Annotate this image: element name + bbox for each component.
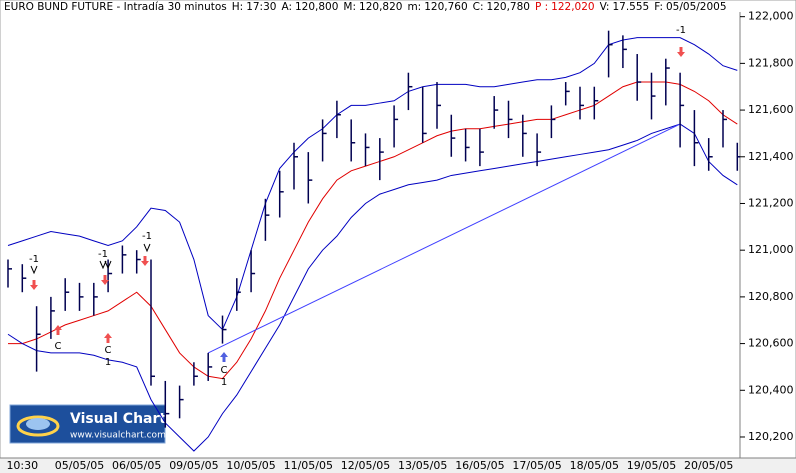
x-tick-label: 10/05/05 bbox=[226, 459, 275, 472]
info-label: F: bbox=[654, 1, 663, 13]
signal-arrow bbox=[101, 275, 109, 285]
x-tick-label: 10:30 bbox=[6, 459, 38, 472]
x-tick-label: 05/05/05 bbox=[55, 459, 104, 472]
info-label: V: bbox=[600, 1, 610, 13]
info-value: 120,760 bbox=[424, 1, 467, 13]
band-upper bbox=[7, 37, 738, 331]
info-label: m: bbox=[407, 1, 421, 13]
x-tick-label: 19/05/05 bbox=[627, 459, 676, 472]
trendline bbox=[207, 123, 681, 354]
info-value: 17.555 bbox=[612, 1, 649, 13]
annotation: 1 bbox=[221, 377, 227, 388]
x-axis-strip bbox=[0, 458, 796, 473]
info-label: M: bbox=[343, 1, 356, 13]
x-tick-label: 13/05/05 bbox=[398, 459, 447, 472]
signal-arrow bbox=[677, 47, 685, 57]
y-tick-label: 121,200 bbox=[748, 196, 794, 209]
y-tick-label: 120,600 bbox=[748, 337, 794, 350]
y-tick-label: 120,800 bbox=[748, 290, 794, 303]
x-tick-label: 09/05/05 bbox=[169, 459, 218, 472]
x-tick-label: 17/05/05 bbox=[512, 459, 561, 472]
header-title: EURO BUND FUTURE - Intradía 30 minutos bbox=[4, 1, 227, 13]
chevron bbox=[30, 265, 38, 275]
x-tick-label: 11/05/05 bbox=[284, 459, 333, 472]
signal-arrow bbox=[141, 256, 149, 266]
y-tick-label: 122,000 bbox=[748, 10, 794, 23]
annotation: -1 bbox=[98, 249, 108, 260]
info-label: C: bbox=[473, 1, 484, 13]
y-tick-label: 120,200 bbox=[748, 430, 794, 443]
y-tick-label: 121,800 bbox=[748, 56, 794, 69]
info-value: 122,020 bbox=[551, 1, 594, 13]
info-value: 05/05/2005 bbox=[666, 1, 727, 13]
chevron bbox=[104, 260, 112, 270]
y-tick-label: 121,600 bbox=[748, 103, 794, 116]
chevron bbox=[99, 260, 107, 270]
y-tick-label: 120,400 bbox=[748, 383, 794, 396]
info-value: 120,800 bbox=[295, 1, 338, 13]
band-lower bbox=[7, 123, 738, 452]
info-value: 120,820 bbox=[359, 1, 402, 13]
y-tick-label: 121,000 bbox=[748, 243, 794, 256]
info-label: A: bbox=[281, 1, 292, 13]
watermark-logo bbox=[16, 415, 60, 437]
annotation: 1 bbox=[105, 357, 111, 368]
x-tick-label: 20/05/05 bbox=[684, 459, 733, 472]
header: EURO BUND FUTURE - Intradía 30 minutos H:… bbox=[4, 1, 727, 13]
watermark-title: Visual Chart bbox=[70, 411, 166, 427]
info-value: 120,780 bbox=[487, 1, 530, 13]
info-label: P : bbox=[535, 1, 548, 13]
info-value: 17:30 bbox=[246, 1, 276, 13]
signal-arrow bbox=[220, 352, 228, 362]
x-tick-label: 06/05/05 bbox=[112, 459, 161, 472]
annotation: C bbox=[55, 341, 62, 352]
annotation: C bbox=[105, 345, 112, 356]
annotation: -1 bbox=[142, 231, 152, 242]
y-tick-label: 121,400 bbox=[748, 150, 794, 163]
annotation: C bbox=[221, 365, 228, 376]
watermark-logo bbox=[26, 418, 50, 430]
annotation: -1 bbox=[29, 254, 39, 265]
x-tick-label: 12/05/05 bbox=[341, 459, 390, 472]
signal-arrow bbox=[104, 333, 112, 343]
x-tick-label: 18/05/05 bbox=[570, 459, 619, 472]
chevron bbox=[143, 243, 151, 253]
info-label: H: bbox=[232, 1, 243, 13]
watermark-url: www.visualchart.com bbox=[70, 431, 166, 441]
band-middle bbox=[8, 81, 738, 380]
annotation: -1 bbox=[676, 25, 686, 36]
x-tick-label: 16/05/05 bbox=[455, 459, 504, 472]
signal-arrow bbox=[54, 325, 62, 335]
signal-arrow bbox=[30, 280, 38, 290]
watermark: Visual Chart www.visualchart.com bbox=[9, 404, 166, 444]
plot bbox=[7, 30, 740, 452]
